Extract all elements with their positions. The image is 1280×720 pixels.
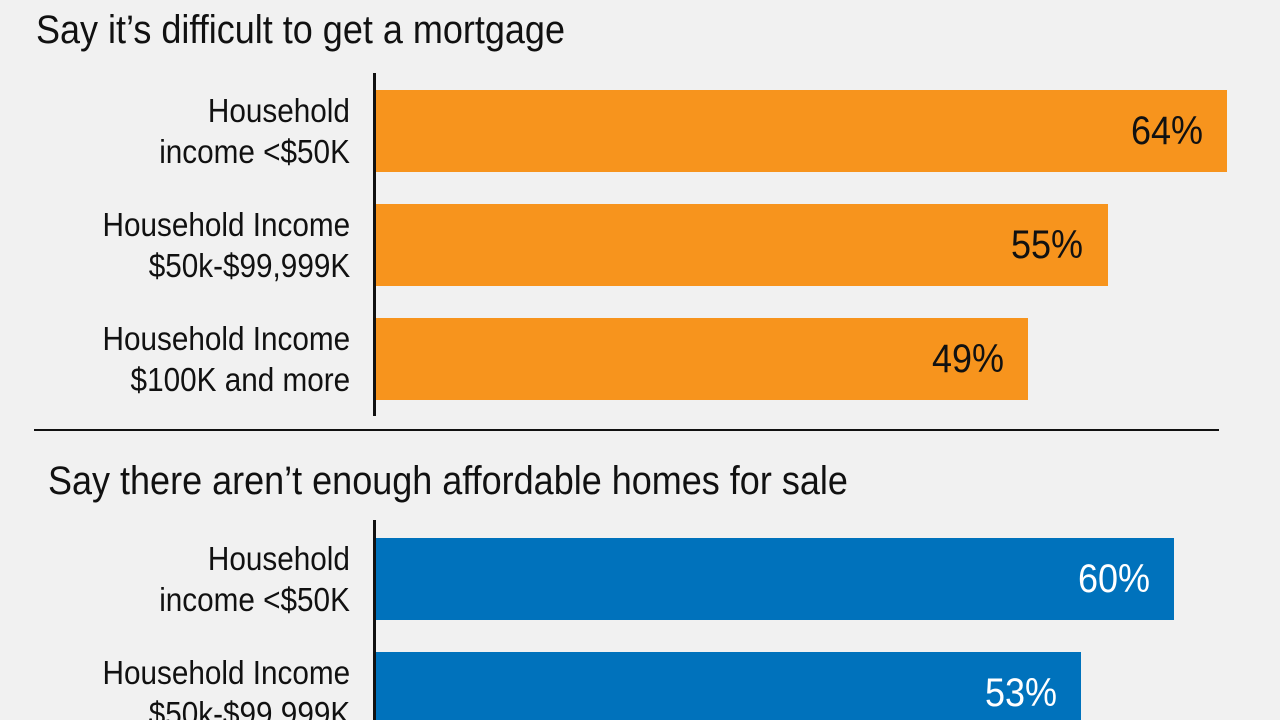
bar-mortgage-3	[376, 318, 1028, 400]
category-label-mortgage-3: Household Income $100K and more	[102, 318, 350, 400]
chart-title-mortgage: Say it’s difficult to get a mortgage	[36, 8, 565, 52]
bar-affordable-homes-1	[376, 538, 1174, 620]
y-axis-line-mortgage	[373, 73, 376, 416]
category-label-mortgage-2: Household Income $50k-$99,999K	[102, 204, 350, 286]
data-label-mortgage-3: 49%	[931, 337, 1004, 381]
category-label-affordable-homes-1: Household income <$50K	[159, 538, 350, 620]
category-label-line-1: Household	[207, 92, 350, 129]
category-label-line-2: income <$50K	[159, 133, 350, 170]
category-label-mortgage-1: Household income <$50K	[159, 90, 350, 172]
category-label-line-1: Household	[207, 540, 350, 577]
bar-affordable-homes-2	[376, 652, 1081, 720]
section-divider	[34, 429, 1219, 431]
chart-title-affordable-homes: Say there aren’t enough affordable homes…	[48, 459, 848, 503]
category-label-line-2: $100K and more	[130, 361, 350, 398]
bar-mortgage-1	[376, 90, 1228, 172]
category-label-line-2: $50k-$99,999K	[148, 695, 350, 720]
category-label-line-1: Household Income	[102, 320, 350, 357]
category-label-line-2: income <$50K	[159, 581, 350, 618]
data-label-mortgage-2: 55%	[1011, 223, 1084, 267]
category-label-line-1: Household Income	[102, 654, 350, 691]
bar-mortgage-2	[376, 204, 1108, 286]
y-axis-line-affordable-homes	[373, 520, 376, 720]
category-label-line-2: $50k-$99,999K	[148, 247, 350, 284]
data-label-mortgage-1: 64%	[1131, 109, 1204, 153]
data-label-affordable-homes-2: 53%	[984, 671, 1057, 715]
data-label-affordable-homes-1: 60%	[1077, 557, 1150, 601]
category-label-line-1: Household Income	[102, 206, 350, 243]
category-label-affordable-homes-2: Household Income $50k-$99,999K	[102, 652, 350, 720]
